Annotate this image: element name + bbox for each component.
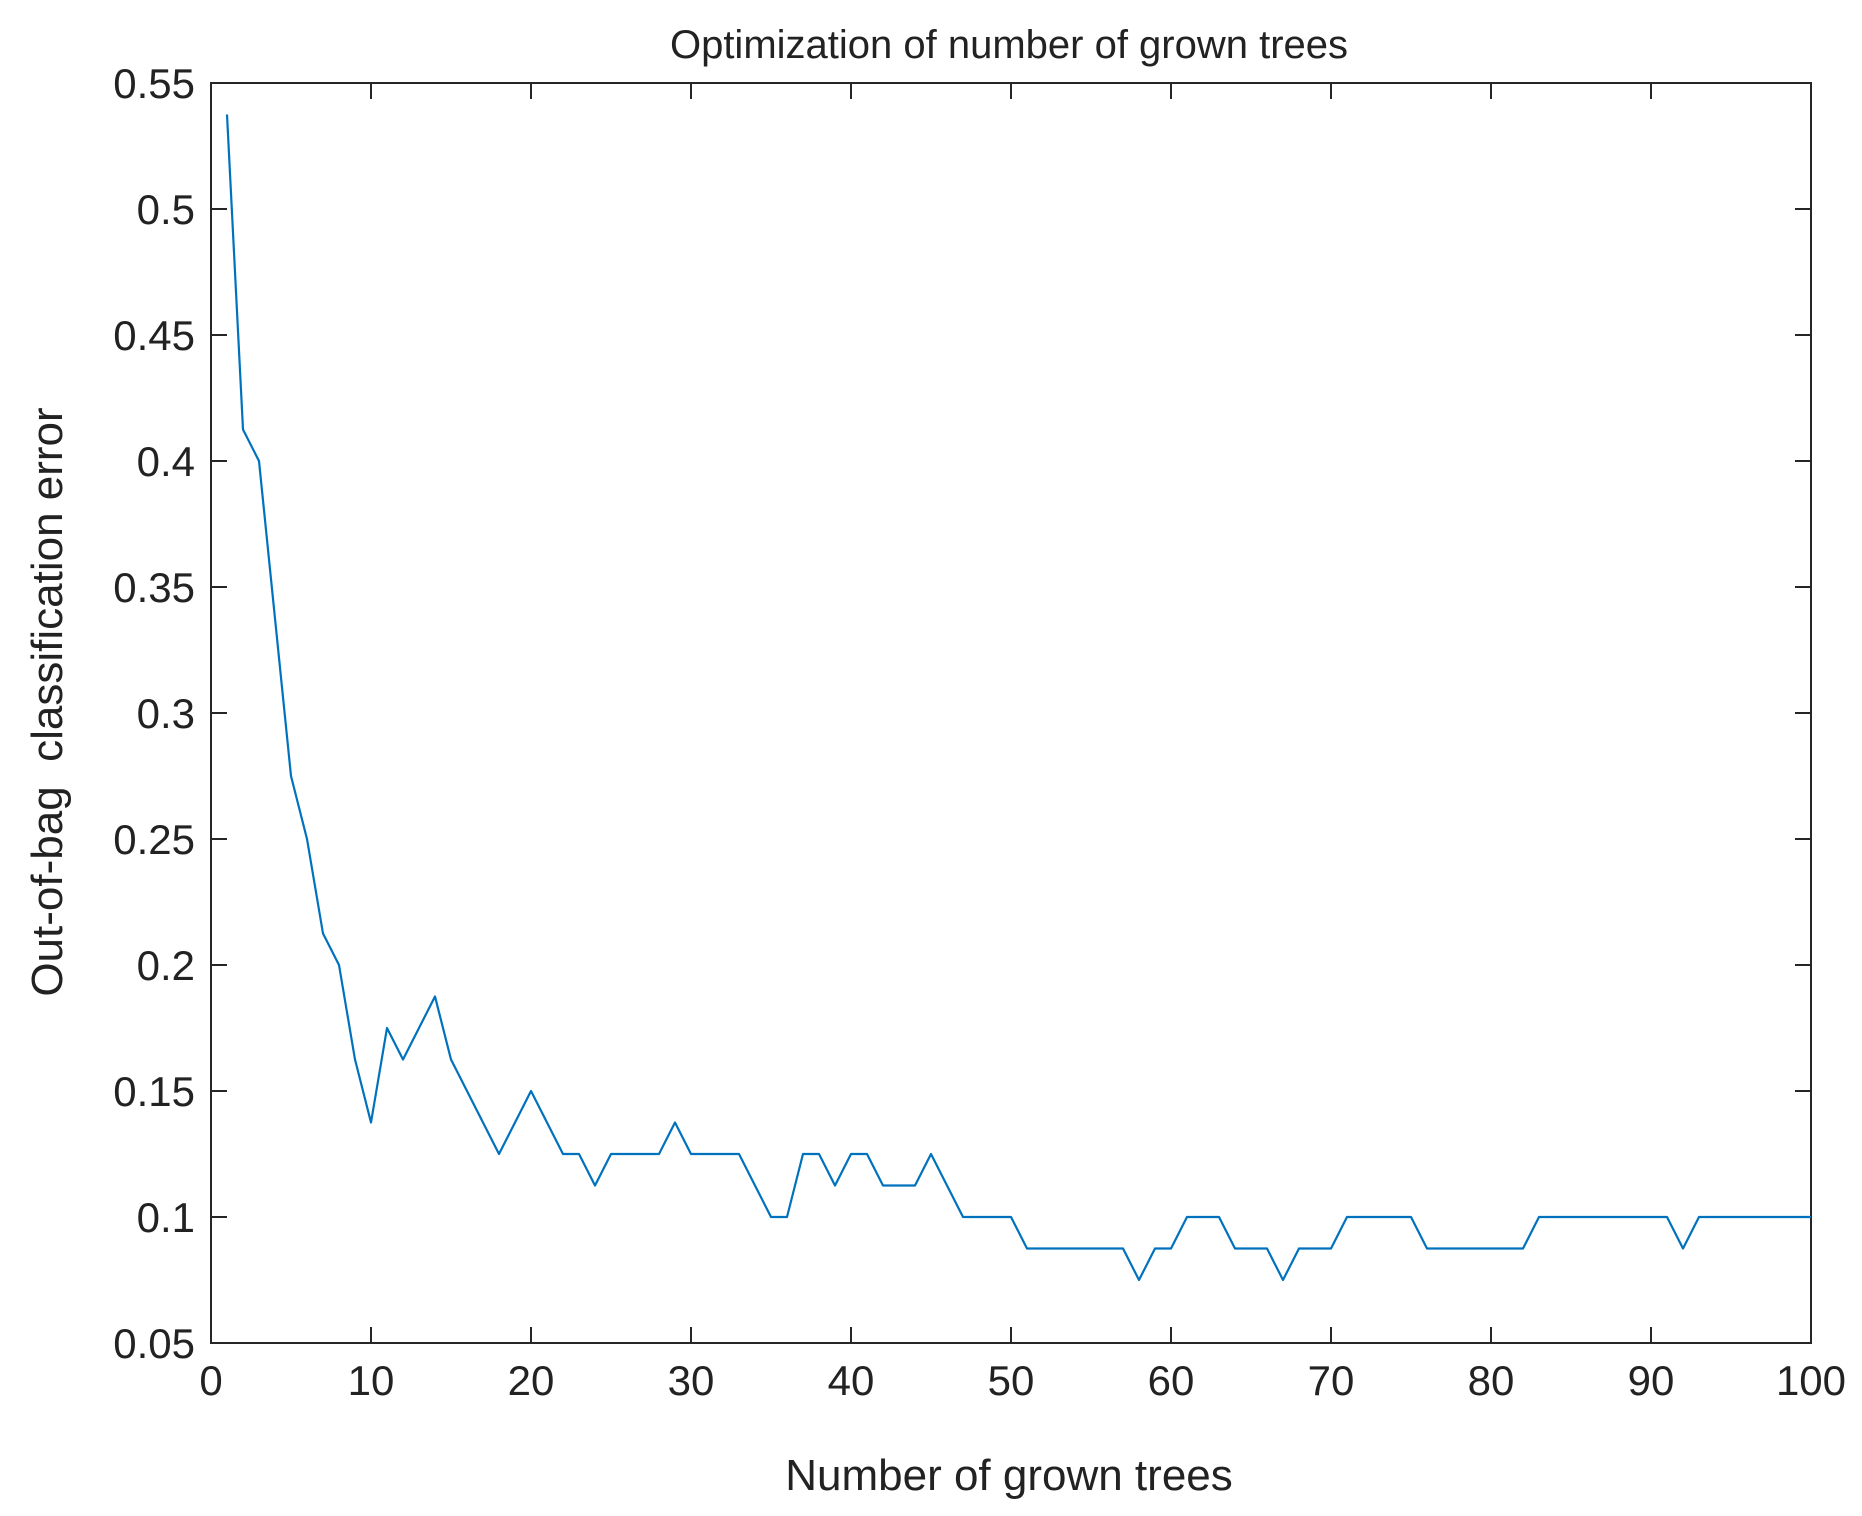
y-tick-label: 0.3 — [137, 690, 195, 737]
x-tick-labels: 0 10 20 30 40 50 60 70 80 90 100 — [199, 1357, 1846, 1404]
y-tick-label: 0.5 — [137, 186, 195, 233]
x-tick-label: 40 — [828, 1357, 875, 1404]
y-tick-label: 0.25 — [113, 816, 195, 863]
x-tick-label: 70 — [1308, 1357, 1355, 1404]
x-tick-label: 0 — [199, 1357, 222, 1404]
y-tick-label: 0.05 — [113, 1320, 195, 1367]
y-tick-labels: 0.05 0.1 0.15 0.2 0.25 0.3 0.35 0.4 0.45 0.5 0.55 — [113, 60, 195, 1367]
x-tick-label: 20 — [508, 1357, 555, 1404]
x-axis-label: Number of grown trees — [785, 1451, 1233, 1500]
y-tick-label: 0.35 — [113, 564, 195, 611]
axes-box — [210, 82, 1812, 1344]
series-points — [226, 114, 1812, 1281]
x-tick-label: 10 — [348, 1357, 395, 1404]
y-axis-label: Out-of-bag classification error — [23, 407, 72, 996]
y-tick-label: 0.1 — [137, 1194, 195, 1241]
chart-title: Optimization of number of grown trees — [670, 23, 1348, 67]
y-tick-label: 0.4 — [137, 438, 195, 485]
y-tick-label: 0.2 — [137, 942, 195, 989]
x-tick-label: 90 — [1628, 1357, 1675, 1404]
x-tick-label: 60 — [1148, 1357, 1195, 1404]
y-tick-label: 0.55 — [113, 60, 195, 107]
x-tick-label: 30 — [668, 1357, 715, 1404]
x-tick-label: 80 — [1468, 1357, 1515, 1404]
y-tick-label: 0.15 — [113, 1068, 195, 1115]
x-tick-label: 50 — [988, 1357, 1035, 1404]
series-line-oob-error — [225, 114, 1811, 1282]
x-tick-label: 100 — [1776, 1357, 1846, 1404]
plot-area — [210, 82, 1812, 1344]
axis-ticks — [210, 82, 1812, 1344]
y-tick-label: 0.45 — [113, 312, 195, 359]
